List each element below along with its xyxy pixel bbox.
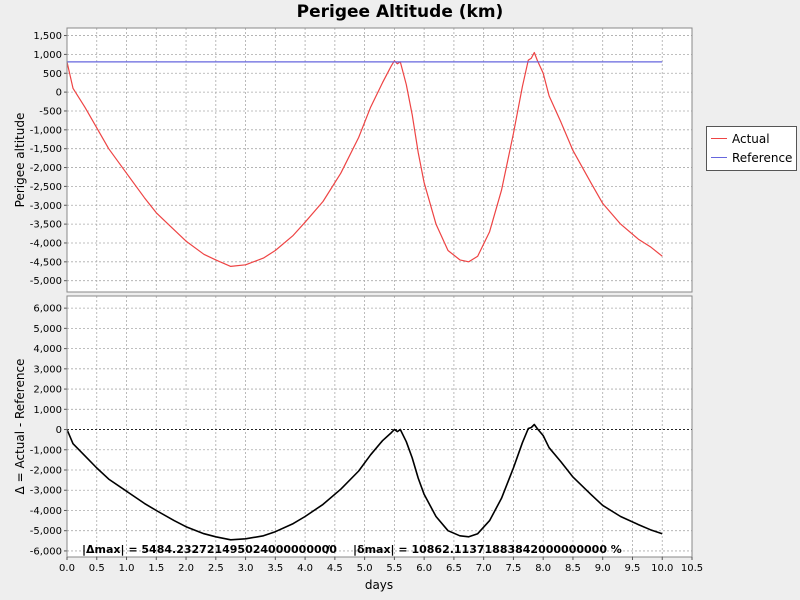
x-axis-label: days (365, 578, 393, 592)
x-tick-label: 7.0 (476, 563, 492, 574)
legend-item-actual: Actual (711, 129, 792, 148)
y-tick-label: -5,000 (30, 526, 62, 537)
x-tick-label: 3.0 (238, 563, 254, 574)
y-tick-label: -2,000 (30, 163, 62, 174)
y-axis-label-0: Perigee altitude (13, 113, 27, 208)
y-tick-label: -2,500 (30, 182, 62, 193)
panel-1: 6,000 5,000 4,000 3,000 2,000 1,000 0 -1,000 -2,… (13, 295, 693, 558)
y-tick-label: -5,000 (30, 276, 62, 287)
x-tick-label: 1.5 (148, 563, 164, 574)
x-tick-label: 9.0 (595, 563, 611, 574)
x-tick-label: 4.0 (297, 563, 313, 574)
delta-pct-annotation: |δmax| = 10862.11371883842000000000 % (353, 543, 622, 556)
y-tick-label: 1,000 (33, 405, 62, 416)
y-tick-label: 4,000 (33, 344, 62, 355)
chart-legend: Actual Reference (706, 126, 798, 171)
x-tick-label: 10.0 (651, 563, 673, 574)
y-tick-label: -6,000 (30, 546, 62, 557)
y-tick-label: -1,500 (30, 144, 62, 155)
x-tick-label: 3.5 (267, 563, 283, 574)
y-tick-label: -4,500 (30, 257, 62, 268)
y-tick-label: -4,000 (30, 238, 62, 249)
legend-label-actual: Actual (732, 131, 770, 146)
y-tick-label: 6,000 (33, 304, 62, 315)
x-tick-label: 0.0 (59, 563, 75, 574)
x-tick-label: 5.0 (357, 563, 373, 574)
y-tick-label: 5,000 (33, 324, 62, 335)
x-tick-label: 2.5 (208, 563, 224, 574)
series-line-delta (66, 423, 663, 541)
x-tick-label: 2.0 (178, 563, 194, 574)
x-tick-label: 8.5 (565, 563, 581, 574)
y-tick-label: -4,000 (30, 506, 62, 517)
legend-label-reference: Reference (732, 150, 793, 165)
x-tick-label: 7.5 (505, 563, 521, 574)
y-tick-label: 3,000 (33, 364, 62, 375)
y-tick-label: 1,500 (33, 31, 62, 42)
legend-swatch-actual (711, 138, 727, 139)
legend-item-reference: Reference (711, 148, 792, 167)
y-tick-label: 0 (56, 425, 62, 436)
x-tick-label: 8.0 (535, 563, 551, 574)
y-tick-label: -3,500 (30, 220, 62, 231)
x-tick-label: 0.5 (89, 563, 105, 574)
y-axis-label-1: Δ = Actual - Reference (13, 359, 27, 495)
y-tick-label: -1,000 (30, 125, 62, 136)
series-line-actual (66, 51, 663, 267)
chart-title: Perigee Altitude (km) (296, 2, 504, 22)
plot-border-1 (66, 295, 693, 558)
x-tick-label: 4.5 (327, 563, 343, 574)
y-tick-label: 500 (43, 69, 62, 80)
x-tick-label: 6.0 (416, 563, 432, 574)
x-tick-label: 9.5 (625, 563, 641, 574)
y-tick-label: 0 (56, 88, 62, 99)
y-tick-label: 2,000 (33, 385, 62, 396)
delta-max-annotation: |Δmax| = 5484.232721495024000000000 (82, 543, 337, 556)
plot-area-0 (67, 28, 692, 292)
plot-area-1 (67, 296, 692, 557)
x-tick-label: 5.5 (386, 563, 402, 574)
annotation-separator: / (326, 543, 331, 556)
y-tick-label: -2,000 (30, 466, 62, 477)
y-tick-label: -500 (39, 106, 62, 117)
x-tick-label: 10.5 (681, 563, 703, 574)
plot-border-0 (66, 27, 693, 293)
y-tick-label: 1,000 (33, 50, 62, 61)
y-tick-label: -1,000 (30, 445, 62, 456)
x-tick-label: 1.0 (119, 563, 135, 574)
legend-swatch-reference (711, 157, 727, 158)
panel-0: 1,500 1,000 500 0 -500 -1,000 -1,500 -2,000 -2,5… (13, 27, 693, 293)
y-tick-label: -3,000 (30, 201, 62, 212)
x-tick-label: 6.5 (446, 563, 462, 574)
y-tick-label: -3,000 (30, 486, 62, 497)
